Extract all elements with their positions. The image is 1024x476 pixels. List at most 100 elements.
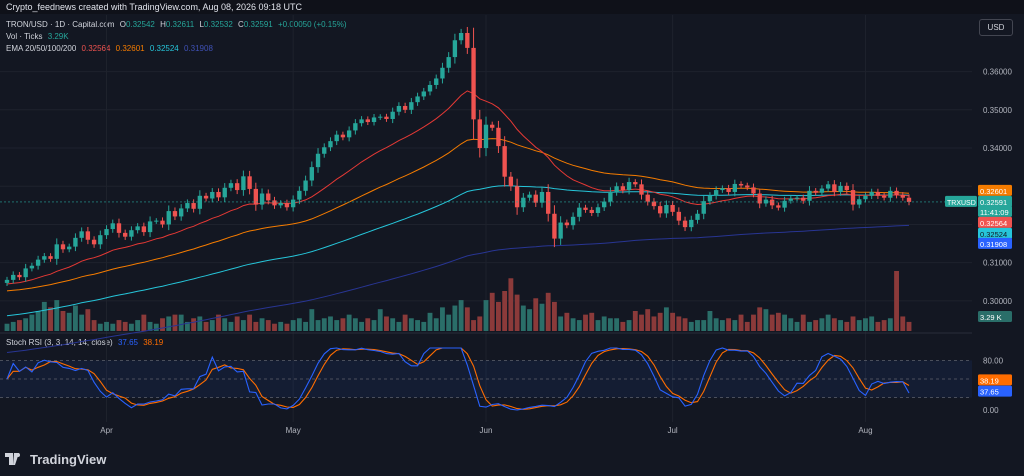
candle-body	[577, 207, 582, 217]
candle	[881, 193, 887, 201]
volume-bar	[483, 300, 489, 331]
candle-body	[819, 188, 825, 193]
candle	[328, 137, 333, 152]
candle-body	[415, 96, 420, 103]
volume-bar	[551, 301, 557, 331]
candle-body	[844, 185, 849, 191]
volume-bar	[128, 323, 134, 331]
stoch-legend[interactable]: Stoch RSI (3, 3, 14, 14, close) 37.65 38…	[6, 338, 166, 348]
candle-body	[452, 40, 458, 58]
candle-body	[776, 205, 781, 208]
grid-lines	[0, 15, 972, 422]
volume-bar	[303, 321, 309, 331]
volume-axis-tag-bg	[978, 311, 1012, 322]
volume-bar	[240, 320, 246, 331]
ohlc-legend[interactable]: TRON/USD · 1D · Capital.com O0.32542 H0.…	[6, 20, 349, 30]
candle-body	[832, 184, 837, 192]
candle-body	[17, 274, 22, 278]
candle-body	[838, 185, 843, 192]
candle	[838, 182, 843, 196]
volume-bar	[184, 321, 190, 331]
volume-bar	[688, 321, 694, 331]
volume-bar	[178, 314, 184, 331]
ema-legend[interactable]: EMA 20/50/100/200 0.32564 0.32601 0.3252…	[6, 44, 216, 54]
candle	[533, 190, 538, 207]
candle	[738, 181, 744, 189]
ema20-axis-tag-text: 0.32564	[980, 219, 1007, 228]
candle	[689, 215, 694, 232]
volume-bar	[894, 271, 899, 331]
volume-bar	[396, 321, 402, 331]
candle-body	[409, 102, 414, 110]
candle	[17, 272, 22, 281]
volume-bar	[545, 292, 551, 331]
candle	[713, 186, 719, 200]
ema100-value: 0.32524	[149, 44, 179, 53]
candle	[465, 26, 470, 54]
candle-body	[29, 265, 35, 269]
candle	[60, 240, 66, 253]
volume-bar	[166, 316, 172, 331]
volume-bar	[900, 316, 906, 331]
candle	[241, 170, 246, 196]
candle-body	[477, 119, 482, 149]
volume-bar	[514, 294, 520, 331]
candle	[900, 192, 905, 201]
volume-bar	[520, 305, 526, 331]
candle-body	[825, 184, 831, 189]
volume-bar	[682, 318, 688, 331]
candle	[751, 183, 756, 198]
header-title: Crypto_feednews created with TradingView…	[6, 2, 303, 12]
stoch-d-value: 38.19	[143, 338, 164, 347]
candle-body	[869, 191, 874, 196]
ema50-axis-tag: 0.32601	[978, 184, 1012, 196]
price-tick-label: 0.34000	[983, 144, 1012, 153]
candle-body	[402, 105, 408, 110]
candle	[4, 276, 10, 286]
candle	[396, 102, 402, 116]
candle	[645, 190, 650, 206]
candle	[695, 209, 700, 224]
candle-body	[303, 180, 308, 191]
candle-body	[179, 208, 184, 217]
candle	[365, 116, 370, 125]
ema100-axis-tag-bg	[978, 227, 1012, 239]
volume-bar	[533, 298, 539, 331]
price-chart[interactable]: 0.36000 0.35000 0.34000 0.31000 0.30000 80.00…	[0, 0, 1024, 441]
volume-legend[interactable]: Vol · Ticks 3.29K	[6, 32, 72, 42]
candle-body	[346, 130, 352, 138]
volume-bar	[296, 318, 302, 331]
volume-bar	[881, 320, 887, 331]
candle-body	[521, 197, 526, 208]
candle	[614, 182, 619, 196]
candle	[458, 28, 464, 45]
volume-bar	[17, 320, 22, 331]
candle-body	[583, 207, 588, 210]
candle	[521, 193, 526, 212]
volume-bar	[477, 316, 483, 331]
candle	[676, 207, 682, 226]
volume-bar	[850, 316, 856, 331]
volume-bar	[757, 307, 763, 331]
candle-body	[290, 199, 296, 208]
candle-body	[502, 146, 507, 177]
candle	[284, 199, 290, 211]
candle-body	[166, 211, 171, 225]
volume-bar	[4, 323, 10, 331]
candle	[421, 87, 426, 100]
symbol-label[interactable]: TRON/USD · 1D · Capital.com	[6, 20, 115, 29]
candle-body	[645, 194, 650, 202]
volume-bar	[576, 320, 582, 331]
stoch-k-axis-tag-text: 37.65	[980, 388, 999, 397]
candle-body	[782, 200, 787, 208]
candle	[832, 180, 837, 197]
candle-body	[427, 84, 433, 92]
low-label: L	[199, 20, 204, 29]
volume-bar	[278, 321, 284, 331]
volume-bar	[651, 316, 657, 331]
volume-bar	[838, 320, 843, 331]
ema-label: EMA 20/50/100/200	[6, 44, 77, 53]
candle-body	[253, 188, 259, 205]
currency-button[interactable]: USD	[979, 19, 1013, 36]
